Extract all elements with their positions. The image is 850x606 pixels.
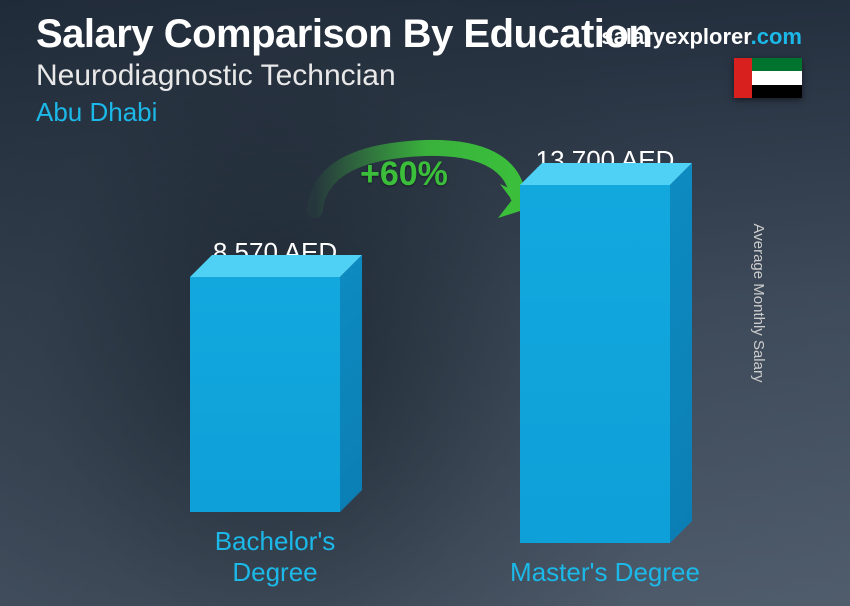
bar-front-face	[520, 185, 670, 543]
bar-bachelors: 8,570 AED Bachelor's Degree	[175, 277, 375, 588]
bar-chart: 8,570 AED Bachelor's Degree 13,700 AED M…	[0, 138, 850, 588]
bar-side-face	[340, 255, 362, 512]
bar-top-face	[190, 255, 362, 277]
flag-stripe-red	[734, 58, 752, 98]
bar-top-face	[520, 163, 692, 185]
bar-masters: 13,700 AED Master's Degree	[505, 185, 705, 588]
flag-stripe-black	[752, 85, 802, 98]
uae-flag-icon	[734, 58, 802, 98]
bar-category-label: Master's Degree	[505, 557, 705, 588]
page-subtitle: Neurodiagnostic Techncian	[36, 59, 814, 93]
flag-stripe-white	[752, 71, 802, 84]
bar-side-face	[670, 163, 692, 543]
bar-3d: 13,700 AED	[520, 185, 690, 543]
brand-label: salaryexplorer.com	[601, 24, 802, 50]
bar-3d: 8,570 AED	[190, 277, 360, 512]
page-location: Abu Dhabi	[36, 97, 814, 128]
bar-category-label: Bachelor's Degree	[175, 526, 375, 588]
brand-name: salaryexplorer	[601, 24, 750, 49]
brand-tld: .com	[751, 24, 802, 49]
flag-stripe-green	[752, 58, 802, 71]
bar-front-face	[190, 277, 340, 512]
